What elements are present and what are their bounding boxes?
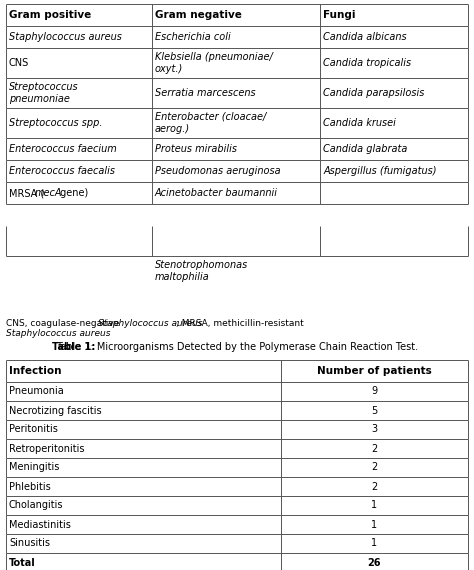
Text: Acinetobacter baumannii: Acinetobacter baumannii — [155, 188, 278, 198]
Text: Staphylococcus aureus: Staphylococcus aureus — [98, 319, 202, 328]
Text: gene): gene) — [57, 188, 88, 198]
Text: Serratia marcescens: Serratia marcescens — [155, 88, 255, 98]
Text: Pseudomonas aeruginosa: Pseudomonas aeruginosa — [155, 166, 280, 176]
Text: Pneumonia: Pneumonia — [9, 386, 64, 397]
Text: Retroperitonitis: Retroperitonitis — [9, 443, 84, 454]
Text: Staphylococcus aureus: Staphylococcus aureus — [6, 329, 110, 338]
Text: Sinusitis: Sinusitis — [9, 539, 50, 548]
Text: Cholangitis: Cholangitis — [9, 500, 64, 511]
Text: Candida albicans: Candida albicans — [323, 32, 407, 42]
Text: Enterobacter (cloacae/
aerog.): Enterobacter (cloacae/ aerog.) — [155, 112, 266, 134]
Text: 2: 2 — [371, 482, 378, 491]
Text: Table 1:: Table 1: — [52, 342, 95, 352]
Text: Total: Total — [9, 557, 36, 568]
Text: Mediastinitis: Mediastinitis — [9, 519, 71, 530]
Text: ; MRSA, methicillin-resistant: ; MRSA, methicillin-resistant — [176, 319, 304, 328]
Text: .: . — [84, 329, 87, 338]
Text: Candida tropicalis: Candida tropicalis — [323, 58, 411, 68]
Text: 2: 2 — [371, 443, 378, 454]
Text: 5: 5 — [371, 405, 378, 416]
Text: Enterococcus faecalis: Enterococcus faecalis — [9, 166, 115, 176]
Text: Infection: Infection — [9, 366, 62, 376]
Text: Gram negative: Gram negative — [155, 10, 241, 20]
Text: 1: 1 — [372, 519, 377, 530]
Text: Fungi: Fungi — [323, 10, 356, 20]
Text: Number of patients: Number of patients — [317, 366, 432, 376]
Text: Streptococcus spp.: Streptococcus spp. — [9, 118, 102, 128]
Text: Aspergillus (fumigatus): Aspergillus (fumigatus) — [323, 166, 437, 176]
Text: 2: 2 — [371, 462, 378, 473]
Text: Candida glabrata: Candida glabrata — [323, 144, 408, 154]
Text: Stenotrophomonas
maltophilia: Stenotrophomonas maltophilia — [155, 260, 248, 282]
Text: Candida parapsilosis: Candida parapsilosis — [323, 88, 425, 98]
Text: Escherichia coli: Escherichia coli — [155, 32, 230, 42]
Text: CNS: CNS — [9, 58, 29, 68]
Text: Staphylococcus aureus: Staphylococcus aureus — [9, 32, 122, 42]
Text: 1: 1 — [372, 539, 377, 548]
Text: 26: 26 — [368, 557, 381, 568]
Text: Peritonitis: Peritonitis — [9, 425, 58, 434]
Text: Phlebitis: Phlebitis — [9, 482, 51, 491]
Text: 3: 3 — [372, 425, 377, 434]
Text: CNS, coagulase-negative: CNS, coagulase-negative — [6, 319, 122, 328]
Text: Klebsiella (pneumoniae/
oxyt.): Klebsiella (pneumoniae/ oxyt.) — [155, 52, 272, 74]
Text: Meningitis: Meningitis — [9, 462, 59, 473]
Text: mecA: mecA — [35, 188, 63, 198]
Text: MRSA (: MRSA ( — [9, 188, 44, 198]
Text: 1: 1 — [372, 500, 377, 511]
Text: Necrotizing fascitis: Necrotizing fascitis — [9, 405, 101, 416]
Text: Table 1: Microorganisms Detected by the Polymerase Chain Reaction Test.: Table 1: Microorganisms Detected by the … — [56, 342, 418, 352]
Text: 9: 9 — [372, 386, 377, 397]
Text: Enterococcus faecium: Enterococcus faecium — [9, 144, 117, 154]
Text: Proteus mirabilis: Proteus mirabilis — [155, 144, 237, 154]
Text: Streptococcus
pneumoniae: Streptococcus pneumoniae — [9, 82, 79, 104]
Text: Gram positive: Gram positive — [9, 10, 91, 20]
Text: Candida krusei: Candida krusei — [323, 118, 396, 128]
